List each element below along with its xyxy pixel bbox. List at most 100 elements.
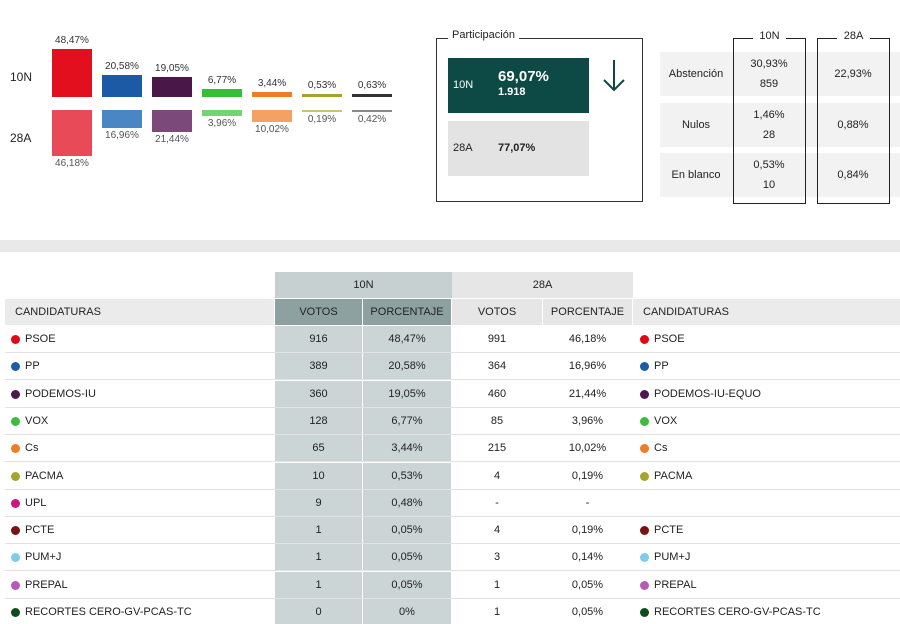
dot <box>11 526 20 536</box>
percent: 77,07% <box>498 142 536 154</box>
cell: 0,05% <box>363 517 451 544</box>
cell: 1 <box>275 517 362 544</box>
bar-10n <box>202 88 242 97</box>
dot <box>640 416 649 426</box>
cell: 6,77% <box>363 407 451 434</box>
party-name: UPL <box>25 496 47 509</box>
cell: 0,48% <box>363 489 451 516</box>
votes: 859 <box>759 78 779 90</box>
bar-label: 0,42% <box>357 114 387 126</box>
row-line <box>5 543 900 545</box>
cell: 4 <box>452 462 542 489</box>
dot <box>11 335 20 344</box>
dot <box>640 389 649 399</box>
column-header: CANDIDATURAS <box>5 299 274 325</box>
cell: 16,96% <box>543 353 632 380</box>
column-header: CANDIDATURAS <box>633 299 900 325</box>
cell: 0,05% <box>543 599 632 624</box>
dot <box>11 416 20 426</box>
cell: 1 <box>275 544 362 571</box>
party-name: PACMA <box>654 469 693 482</box>
row-line <box>5 461 900 463</box>
cell: 21,44% <box>543 380 632 407</box>
dot <box>640 580 649 590</box>
cell: 0% <box>363 599 451 624</box>
column-header: PORCENTAJE <box>543 299 632 325</box>
dot <box>640 553 649 563</box>
dot <box>640 444 649 454</box>
row-label: Nulos <box>681 119 711 131</box>
cell: 0,53% <box>363 462 451 489</box>
group-header: 28A <box>452 272 633 298</box>
party-name: VOX <box>25 414 49 427</box>
cell: 48,47% <box>363 326 451 352</box>
column-header: 10N <box>753 30 786 42</box>
bar-label: 21,44% <box>155 134 189 146</box>
cell: 10 <box>275 462 362 489</box>
party-name: PODEMOS-IU-EQUO <box>654 387 761 400</box>
column-frame <box>817 38 890 204</box>
party-name: Cs <box>654 442 668 455</box>
bar-label: 3,96% <box>207 117 237 129</box>
cell: - <box>543 489 632 516</box>
percent: 22,93% <box>834 68 872 80</box>
cell: 3,44% <box>363 435 451 462</box>
cell: 20,58% <box>363 353 451 380</box>
label: 28A <box>453 142 473 154</box>
party-name: Cs <box>25 442 39 455</box>
party-name: PREPAL <box>25 578 68 591</box>
cell: 360 <box>275 380 362 407</box>
party-name: PSOE <box>25 333 56 345</box>
down-arrow <box>603 60 625 92</box>
row-label: 28A <box>10 131 32 145</box>
row-line <box>5 352 900 353</box>
party-name: PUM+J <box>25 551 62 564</box>
bar-label: 3,44% <box>257 77 287 89</box>
dot <box>11 444 20 454</box>
votes: 1.918 <box>498 86 526 98</box>
cell: 3 <box>452 544 542 571</box>
bar-10n <box>102 75 142 97</box>
cell: 9 <box>275 489 362 516</box>
bar-28a <box>352 110 392 113</box>
bar-10n <box>52 48 92 97</box>
dot <box>11 498 20 508</box>
bar-28a <box>202 110 242 116</box>
bar-label: 19,05% <box>155 62 189 74</box>
party-name: PP <box>25 360 40 373</box>
bar-28a <box>52 110 92 156</box>
percent: 0,84% <box>837 169 869 181</box>
party-name: PCTE <box>25 524 55 537</box>
party-name: PREPAL <box>654 578 697 591</box>
party-name: VOX <box>654 414 678 427</box>
column-header: VOTOS <box>452 299 542 325</box>
cell: 389 <box>275 353 362 380</box>
bar-28a <box>252 110 292 122</box>
column-header: 28A <box>837 30 870 42</box>
cell: 1 <box>452 571 542 598</box>
percent: 0,88% <box>837 119 869 131</box>
percent: 69,07% <box>498 68 549 85</box>
cell: 0,05% <box>363 571 451 598</box>
row-label: En blanco <box>671 169 721 181</box>
party-name: RECORTES CERO-GV-PCAS-TC <box>654 606 821 618</box>
cell: 364 <box>452 353 542 380</box>
row-line <box>5 515 900 517</box>
party-name: RECORTES CERO-GV-PCAS-TC <box>25 606 192 618</box>
percent: 0,53% <box>753 159 785 171</box>
cell: - <box>452 489 542 516</box>
cell: 215 <box>452 435 542 462</box>
row-line <box>5 597 900 599</box>
dot <box>640 608 649 617</box>
dot <box>640 526 649 536</box>
dot <box>11 362 20 372</box>
cell: 10,02% <box>543 435 632 462</box>
bar-28a <box>102 110 142 129</box>
bar-label: 0,63% <box>357 80 387 92</box>
bar-label: 20,58% <box>105 61 139 73</box>
votes: 10 <box>762 179 776 191</box>
row-line <box>5 570 900 572</box>
cell: 46,18% <box>543 326 632 352</box>
party-name: PCTE <box>654 524 684 537</box>
cell: 19,05% <box>363 380 451 407</box>
